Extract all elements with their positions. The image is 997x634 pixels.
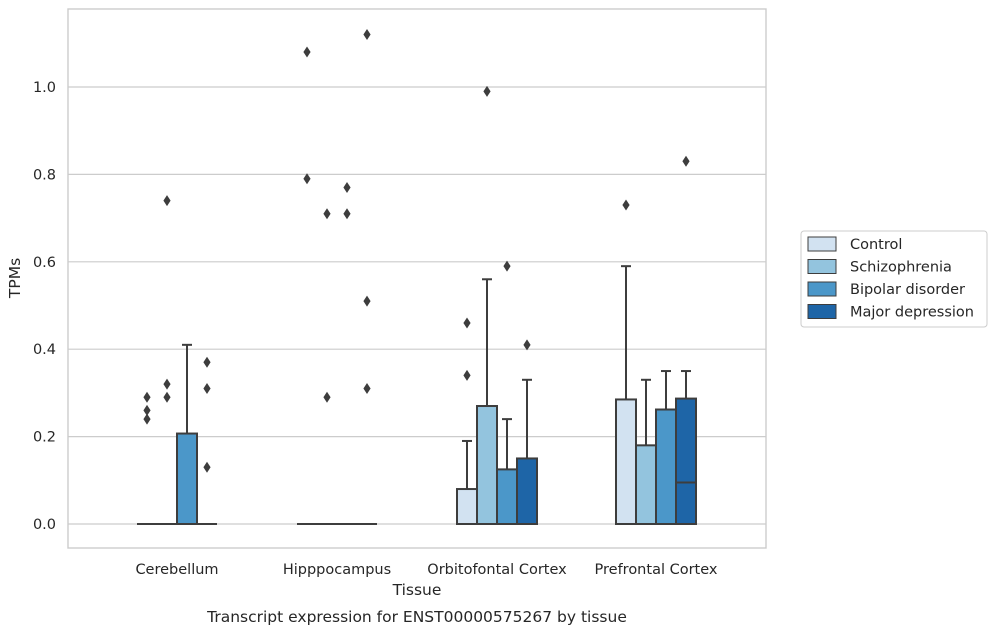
outlier-point [163, 391, 171, 403]
box-4-1 [197, 356, 217, 525]
outlier-point [363, 295, 371, 307]
box-1-1 [137, 391, 157, 525]
box-2-4 [635, 378, 657, 525]
x-tick-labels: Cerebellum Hipppocampus Orbitofontal Corte… [135, 562, 717, 578]
box-body [176, 432, 198, 525]
outlier-point [143, 404, 151, 416]
outlier-point [303, 173, 311, 185]
box-body [456, 488, 478, 526]
box-2-3 [476, 85, 498, 526]
outlier-point [622, 199, 630, 211]
box-1-4 [615, 199, 637, 525]
y-tick-label: 0.6 [33, 255, 56, 271]
outlier-point [203, 356, 211, 368]
outlier-point [323, 208, 331, 220]
legend-swatch [807, 236, 837, 252]
x-tick-label: Prefrontal Cortex [595, 562, 718, 578]
chart-caption: Transcript expression for ENST0000057526… [206, 608, 627, 626]
outlier-point [343, 182, 351, 194]
outlier-point [463, 317, 471, 329]
outlier-point [363, 383, 371, 395]
x-axis-title: Tissue [392, 581, 442, 599]
box-3-3 [496, 260, 518, 525]
outlier-point [523, 339, 531, 351]
outlier-point [463, 369, 471, 381]
outlier-point [343, 208, 351, 220]
legend-swatch [807, 259, 837, 274]
x-tick-label: Orbitofontal Cortex [427, 562, 567, 578]
outlier-point [323, 391, 331, 403]
outlier-point [143, 391, 151, 403]
box-3-2 [337, 182, 357, 525]
legend-swatch [807, 304, 837, 319]
y-tick-label: 0.4 [33, 342, 56, 358]
box-4-2 [357, 29, 377, 525]
outlier-point [303, 46, 311, 58]
box-body [516, 457, 538, 526]
y-axis-title: TPMs [6, 258, 24, 299]
box-2-2 [317, 208, 337, 525]
box-3-1 [176, 343, 198, 525]
box-4-4 [675, 155, 697, 525]
plot-area-frame [67, 8, 767, 549]
box-1-2 [297, 46, 317, 525]
box-body [476, 405, 498, 526]
outlier-point [503, 260, 511, 272]
outlier-point [363, 29, 371, 41]
outlier-point [682, 155, 690, 167]
outlier-point [143, 413, 151, 425]
box-4-3 [516, 339, 538, 526]
box-body [635, 444, 657, 525]
y-tick-label: 0.8 [33, 167, 56, 183]
box-body [496, 468, 518, 525]
box-plot-series [137, 29, 697, 526]
box-body [655, 408, 677, 526]
outlier-point [163, 378, 171, 390]
y-tick-label: 0.0 [33, 517, 56, 533]
box-body [675, 397, 697, 525]
legend-frame [800, 230, 988, 328]
box-body [615, 398, 637, 525]
outlier-point [483, 85, 491, 97]
legend-label: Control [850, 237, 902, 253]
legend-label: Major depression [850, 305, 974, 321]
legend-label: Schizophrenia [850, 260, 952, 276]
outlier-point [203, 383, 211, 395]
legend-swatch [807, 281, 837, 297]
legend: Control Schizophrenia Bipolar disorder Majo… [800, 230, 988, 328]
legend-label: Bipolar disorder [850, 282, 965, 298]
y-tick-label: 0.2 [33, 430, 56, 446]
y-tick-labels: 0.0 0.2 0.4 0.6 0.8 1.0 [33, 80, 56, 533]
outlier-point [203, 461, 211, 473]
x-tick-label: Cerebellum [135, 562, 218, 578]
outlier-point [163, 195, 171, 207]
x-tick-label: Hipppocampus [283, 562, 391, 578]
box-2-1 [157, 195, 177, 525]
y-tick-label: 1.0 [33, 80, 56, 96]
box-1-3 [456, 317, 478, 526]
box-3-4 [655, 370, 677, 526]
